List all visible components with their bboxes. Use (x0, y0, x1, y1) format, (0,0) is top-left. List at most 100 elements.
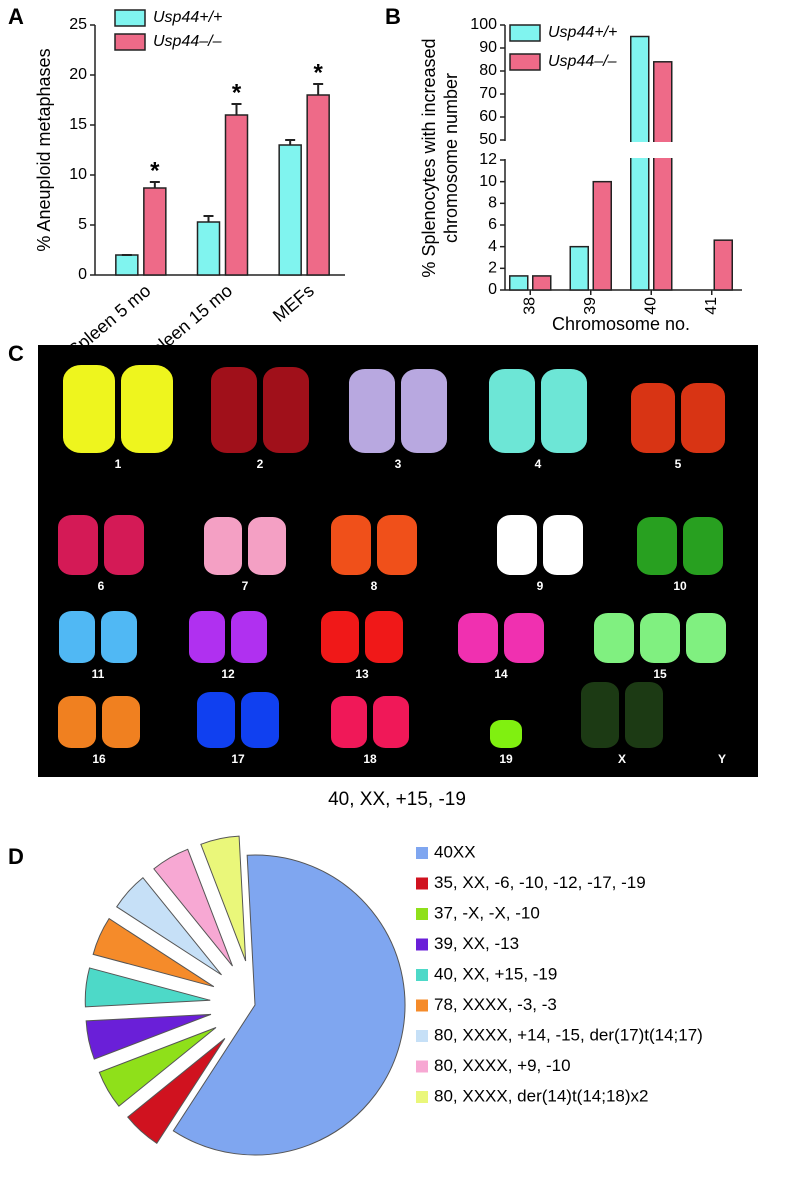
error-bar (149, 181, 160, 188)
legend-swatch (509, 24, 541, 42)
legend-label: Usp44+/+ (153, 9, 222, 26)
legend-label: Usp44–/– (153, 33, 222, 50)
legend-swatch (114, 9, 146, 27)
pie-slice (172, 854, 406, 1156)
chromosome (543, 515, 583, 575)
chromosome (248, 517, 286, 575)
chromosome-label: 4 (535, 457, 542, 471)
y-tick-label: 5 (78, 216, 87, 233)
y-tick-label: 6 (488, 216, 497, 233)
legend-swatch (416, 1091, 428, 1103)
chromosome (541, 369, 587, 453)
chromosome (637, 517, 677, 575)
legend-swatch (416, 877, 428, 890)
y-tick-label: 8 (488, 195, 497, 212)
error-bar (313, 83, 324, 95)
panel-label: B (385, 4, 401, 29)
y-tick-label: 10 (69, 166, 87, 183)
chromosome (504, 613, 544, 663)
bar (653, 61, 673, 291)
chromosome (321, 611, 359, 663)
pie-slice (84, 967, 211, 1008)
chromosome-label: 19 (499, 752, 513, 766)
chromosome-label: 11 (92, 667, 105, 681)
chromosome (58, 696, 96, 748)
y-tick-label: 70 (479, 85, 497, 102)
legend-label: 40XX (434, 842, 476, 861)
chromosome (625, 682, 663, 748)
legend-label: 78, XXXX, -3, -3 (434, 995, 557, 1014)
chromosome (581, 682, 619, 748)
chromosome (631, 383, 675, 453)
pie-slice (116, 877, 222, 976)
chromosome (489, 369, 535, 453)
legend-label: 80, XXXX, +9, -10 (434, 1056, 571, 1075)
chromosome (231, 611, 267, 663)
chromosome (377, 515, 417, 575)
chromosome (373, 696, 409, 748)
chromosome-label: Y (718, 752, 726, 766)
bar (224, 114, 249, 276)
panel-label: C (8, 341, 24, 366)
chromosome-label: 10 (673, 579, 687, 593)
chromosome (640, 613, 680, 663)
panel-label: D (8, 844, 24, 869)
chromosome (263, 367, 309, 453)
x-tick-label: MEFs (269, 280, 318, 326)
chromosome-label: 5 (675, 457, 682, 471)
chromosome (490, 720, 522, 748)
pie-slice (153, 848, 233, 967)
y-tick-label: 12 (479, 151, 497, 168)
chromosome (331, 515, 371, 575)
bar (143, 187, 167, 276)
y-tick-label: 10 (479, 173, 497, 190)
chromosome-label: 9 (537, 579, 544, 593)
y-tick-label: 2 (488, 260, 497, 277)
chromosome (102, 696, 140, 748)
legend-label: 37, -X, -X, -10 (434, 903, 540, 922)
bar (509, 275, 529, 291)
chromosome (686, 613, 726, 663)
bar (592, 180, 612, 291)
y-tick-label: 50 (479, 131, 497, 148)
bar (532, 275, 552, 291)
legend-swatch (416, 908, 428, 920)
significance-mark: * (313, 59, 323, 86)
legend-label: Usp44+/+ (548, 24, 617, 41)
significance-mark: * (150, 157, 160, 184)
bar (196, 221, 221, 276)
error-bar (203, 215, 214, 222)
bar (569, 245, 589, 291)
chromosome-label: 7 (242, 579, 249, 593)
legend-swatch (416, 938, 428, 951)
chromosome (204, 517, 242, 575)
axis-break (497, 142, 742, 158)
pie-slice (92, 917, 215, 988)
y-tick-label: 15 (69, 116, 87, 133)
x-tick-label: 41 (703, 297, 720, 315)
chromosome (241, 692, 279, 748)
bar (306, 94, 330, 276)
chromosome-label: 18 (363, 752, 377, 766)
legend-swatch (416, 847, 428, 859)
pie-slice (98, 1027, 217, 1107)
chromosome (63, 365, 115, 453)
chromosome (189, 611, 225, 663)
legend-swatch (114, 33, 146, 51)
chromosome (211, 367, 257, 453)
chromosome-label: 15 (653, 667, 667, 681)
y-tick-label: 4 (488, 238, 497, 255)
chromosome-label: 16 (92, 752, 106, 766)
chromosome-label: 8 (371, 579, 378, 593)
y-tick-label: 90 (479, 39, 497, 56)
pie-slice (200, 835, 247, 962)
legend-swatch (416, 1060, 428, 1073)
chromosome-label: 3 (395, 457, 402, 471)
chromosome-label: 14 (494, 667, 508, 681)
legend-label: 40, XX, +15, -19 (434, 964, 557, 983)
chromosome-label: X (618, 752, 626, 766)
y-tick-label: 0 (78, 266, 87, 283)
y-axis-label: % Aneuploid metaphases (34, 48, 54, 251)
legend-swatch (416, 1030, 428, 1042)
